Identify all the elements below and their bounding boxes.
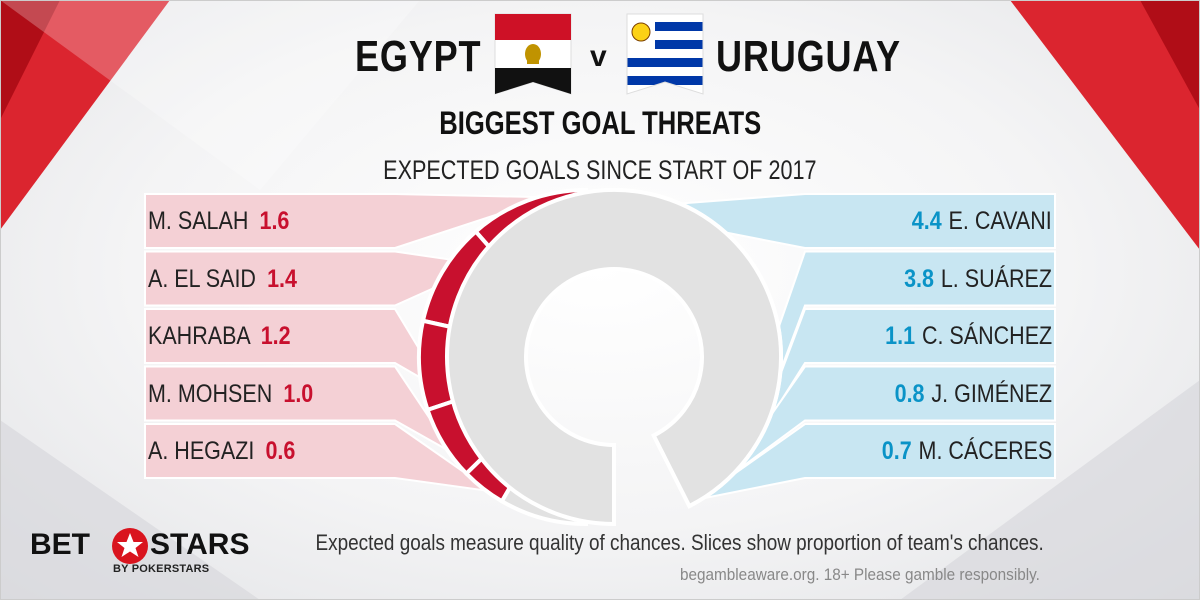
team-right-name: URUGUAY: [716, 32, 901, 81]
player-row-content: 1.1 C. SÁNCHEZ: [885, 309, 1052, 363]
uruguay-label-panels: [672, 193, 1056, 501]
player-name: J. GIMÉNEZ: [931, 379, 1052, 408]
egypt-label-panels: [144, 193, 546, 493]
corner-red-top-left-dark: [0, 0, 60, 120]
expected-goals-value: 0.7: [881, 437, 912, 465]
egypt-player-row: M. MOHSEN 1.0: [148, 367, 340, 421]
expected-goals-value: 1.6: [259, 207, 290, 235]
expected-goals-value: 1.0: [283, 379, 314, 408]
logo-word-stars: STARS: [150, 528, 250, 561]
player-row-content: 0.8 J. GIMÉNEZ: [895, 367, 1052, 421]
footnote-text: Expected goals measure quality of chance…: [315, 530, 1044, 555]
chart-subtitle-text: EXPECTED GOALS SINCE START OF 2017: [383, 155, 817, 185]
player-name: C. SÁNCHEZ: [921, 322, 1052, 350]
expected-goals-value: 3.8: [904, 264, 935, 293]
chart-title: BIGGEST GOAL THREATS: [0, 105, 1200, 142]
player-name: M. SALAH: [148, 207, 249, 235]
player-name: KAHRABA: [148, 322, 250, 350]
player-row-content: A. HEGAZI 0.6: [148, 424, 295, 478]
egypt-player-row: A. EL SAID 1.4: [148, 252, 321, 306]
egypt-flag-icon: [494, 13, 572, 95]
uruguay-donut: [445, 187, 783, 527]
facet-3: [0, 420, 260, 600]
betstars-star-icon: [112, 528, 148, 564]
expected-goals-value: 1.2: [260, 322, 291, 350]
betstars-logo: BET STARS BY POKERSTARS: [30, 524, 249, 584]
corner-red-top-right: [1010, 0, 1200, 250]
uruguay-player-row: 0.7 M. CÁCERES: [854, 424, 1052, 478]
chart-title-text: BIGGEST GOAL THREATS: [439, 105, 761, 141]
player-name: A. EL SAID: [148, 264, 256, 293]
expected-goals-value: 1.4: [267, 264, 297, 293]
expected-goals-value: 4.4: [912, 207, 942, 235]
player-row-content: M. SALAH 1.6: [148, 194, 289, 248]
egypt-player-row: M. SALAH 1.6: [148, 194, 312, 248]
expected-goals-value: 1.1: [885, 322, 915, 350]
player-row-content: 0.7 M. CÁCERES: [881, 424, 1052, 478]
egypt-player-row: A. HEGAZI 0.6: [148, 424, 319, 478]
corner-red-top-left: [0, 0, 170, 230]
chart-subtitle: EXPECTED GOALS SINCE START OF 2017: [0, 155, 1200, 186]
player-name: A. HEGAZI: [148, 437, 255, 465]
facet-1: [0, 0, 420, 190]
uruguay-player-row: 0.8 J. GIMÉNEZ: [869, 367, 1052, 421]
player-row-content: A. EL SAID 1.4: [148, 252, 297, 306]
player-name: E. CAVANI: [948, 207, 1052, 235]
disclaimer: begambleaware.org. 18+ Please gamble res…: [640, 565, 1040, 585]
uruguay-slice-other: [445, 188, 783, 527]
uruguay-flag-icon: [626, 13, 704, 95]
player-row-content: 4.4 E. CAVANI: [912, 194, 1052, 248]
facet-2: [900, 380, 1200, 600]
uruguay-player-row: 4.4 E. CAVANI: [889, 194, 1052, 248]
uruguay-player-row: 3.8 L. SUÁREZ: [880, 252, 1052, 306]
logo-tagline: BY POKERSTARS: [113, 563, 210, 575]
player-name: M. MOHSEN: [148, 379, 273, 408]
player-row-content: KAHRABA 1.2: [148, 309, 291, 363]
player-row-content: M. MOHSEN 1.0: [148, 367, 313, 421]
egypt-player-row: KAHRABA 1.2: [148, 309, 314, 363]
footnote: Expected goals measure quality of chance…: [197, 530, 1044, 556]
player-row-content: 3.8 L. SUÁREZ: [904, 252, 1052, 306]
disclaimer-text: begambleaware.org. 18+ Please gamble res…: [680, 565, 1040, 584]
expected-goals-value: 0.8: [894, 379, 925, 408]
logo-word-bet: BET: [30, 528, 90, 561]
player-name: M. CÁCERES: [918, 437, 1052, 465]
uruguay-player-row: 1.1 C. SÁNCHEZ: [858, 309, 1052, 363]
corner-red-top-right-dark: [1140, 0, 1200, 110]
player-name: L. SUÁREZ: [940, 264, 1052, 293]
expected-goals-value: 0.6: [265, 437, 296, 465]
team-left-name: EGYPT: [355, 32, 482, 81]
versus-label: v: [590, 40, 607, 73]
